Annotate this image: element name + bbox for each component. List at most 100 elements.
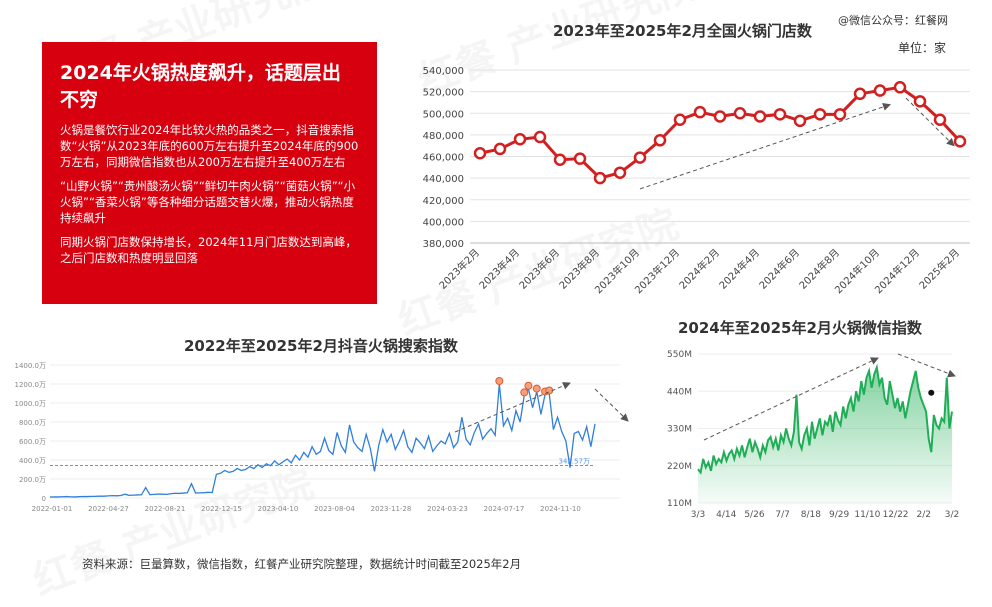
x-tick-label: 12/22 bbox=[883, 510, 909, 520]
wechat-chart: 110M 220M 330M 440M 550M 3/3 4/14 5/26 7/7 8/18 9/… bbox=[667, 350, 959, 520]
wechat-index-area bbox=[698, 367, 952, 503]
store-count-point bbox=[673, 113, 687, 126]
store-count-point bbox=[753, 110, 767, 123]
y-tick-label: 420,000 bbox=[423, 196, 464, 207]
y-tick-label: 380,000 bbox=[423, 239, 464, 250]
x-tick-label: 2023-04-10 bbox=[258, 505, 299, 513]
x-tick-label: 2023-08-04 bbox=[314, 505, 355, 513]
store-count-point bbox=[853, 87, 867, 101]
summary-paragraph-2: “山野火锅”“贵州酸汤火锅”“鲜切牛肉火锅”“菌菇火锅”“小火锅”“香菜火锅”等… bbox=[60, 179, 356, 225]
store-count-point bbox=[553, 153, 567, 166]
x-tick-label: 2022-08-21 bbox=[145, 505, 186, 513]
store-count-point bbox=[953, 135, 967, 148]
y-tick-label: 1200.0万 bbox=[15, 381, 47, 389]
store-count-point bbox=[913, 95, 927, 108]
x-tick-label: 3/2 bbox=[945, 510, 959, 520]
trend-arrow-down bbox=[897, 353, 956, 378]
x-tick-label: 2024年6月 bbox=[756, 246, 802, 292]
y-tick-label: 540,000 bbox=[423, 66, 464, 77]
y-tick-label: 220M bbox=[667, 462, 692, 472]
y-tick-label: 440M bbox=[667, 387, 692, 397]
summary-paragraph-3: 同期火锅门店数保持增长，2024年11月门店数达到高峰，之后门店数和热度明显回落 bbox=[60, 235, 357, 265]
x-tick-label: 2023年4月 bbox=[476, 246, 522, 292]
summary-panel: 2024年火锅热度飙升，话题层出不穷 火锅是餐饮行业2024年比较火热的品类之一… bbox=[42, 42, 377, 304]
wechat-chart-title: 2024年至2025年2月火锅微信指数 bbox=[678, 319, 922, 337]
x-tick-label: 2/2 bbox=[917, 510, 931, 520]
x-tick-label: 2023年8月 bbox=[556, 246, 602, 292]
store-count-point bbox=[713, 110, 727, 123]
stores-chart: 380,000 400,000 420,000 440,000 460,000 480,0… bbox=[423, 66, 970, 296]
x-tick-label: 2023年6月 bbox=[516, 246, 562, 292]
y-tick-label: 550M bbox=[667, 350, 692, 360]
y-tick-label: 480,000 bbox=[423, 131, 464, 142]
peak-marker bbox=[495, 377, 504, 385]
peak-marker bbox=[524, 381, 533, 390]
store-count-point bbox=[633, 151, 647, 164]
y-tick-label: 400,000 bbox=[423, 217, 464, 228]
y-tick-label: 600.0万 bbox=[19, 438, 46, 446]
y-tick-label: 500,000 bbox=[423, 109, 464, 120]
x-tick-label: 2024-03-23 bbox=[427, 505, 468, 513]
y-tick-label: 800.0万 bbox=[19, 419, 46, 427]
y-tick-label: 200.0万 bbox=[19, 476, 46, 484]
stores-unit-label: 单位：家 bbox=[898, 41, 947, 55]
x-tick-label: 8/18 bbox=[801, 510, 821, 520]
data-marker bbox=[928, 389, 935, 396]
y-tick-label: 520,000 bbox=[423, 88, 464, 99]
summary-title: 2024年火锅热度飙升，话题层出不穷 bbox=[60, 62, 341, 111]
store-count-point bbox=[613, 166, 627, 179]
store-count-point bbox=[513, 132, 527, 146]
store-count-point bbox=[473, 147, 487, 160]
store-count-line bbox=[479, 85, 962, 180]
x-tick-label: 7/7 bbox=[775, 510, 789, 520]
average-label: 342.57万 bbox=[559, 457, 591, 465]
y-tick-label: 0 bbox=[42, 495, 46, 503]
y-tick-label: 440,000 bbox=[423, 174, 464, 185]
store-count-point bbox=[893, 81, 907, 94]
x-tick-label: 4/14 bbox=[716, 510, 736, 520]
y-tick-label: 400.0万 bbox=[19, 457, 46, 465]
y-tick-label: 460,000 bbox=[423, 153, 464, 164]
store-count-point bbox=[693, 105, 707, 119]
x-tick-label: 2024-07-17 bbox=[484, 505, 525, 513]
y-tick-label: 1400.0万 bbox=[15, 362, 47, 370]
trend-arrow-down bbox=[905, 97, 955, 147]
x-tick-label: 2022-12-15 bbox=[201, 505, 242, 513]
x-tick-label: 9/29 bbox=[829, 510, 849, 520]
store-count-point bbox=[533, 130, 547, 144]
x-tick-label: 5/26 bbox=[744, 510, 764, 520]
x-tick-label: 2024年2月 bbox=[676, 246, 722, 292]
douyin-index-line bbox=[49, 383, 596, 498]
x-tick-label: 2025年2月 bbox=[916, 246, 962, 292]
store-count-point bbox=[733, 107, 747, 120]
wechat-index-line bbox=[697, 363, 953, 475]
summary-paragraph-1: 火锅是餐饮行业2024年比较火热的品类之一，抖音搜索指数“火锅”从2023年底的… bbox=[60, 123, 359, 169]
douyin-chart-title: 2022年至2025年2月抖音火锅搜索指数 bbox=[184, 337, 458, 355]
store-count-point bbox=[573, 152, 587, 165]
x-tick-label: 2024年4月 bbox=[716, 246, 762, 292]
x-tick-label: 2022-01-01 bbox=[32, 505, 73, 513]
x-tick-label: 2023-11-28 bbox=[371, 505, 412, 513]
store-count-point bbox=[933, 113, 947, 126]
y-tick-label: 330M bbox=[667, 425, 692, 435]
store-count-point bbox=[653, 134, 667, 147]
stores-chart-title: 2023年至2025年2月全国火锅门店数 bbox=[553, 22, 812, 40]
x-tick-label: 2023年2月 bbox=[436, 246, 482, 292]
x-tick-label: 2022-04-27 bbox=[88, 505, 129, 513]
store-count-point bbox=[793, 114, 807, 128]
x-tick-label: 11/10 bbox=[854, 510, 880, 520]
x-tick-label: 2024年8月 bbox=[796, 246, 842, 292]
douyin-chart: 0 200.0万 400.0万 600.0万 800.0万 1000.0万 1200.0万 1… bbox=[15, 362, 629, 513]
trend-arrow-up bbox=[639, 103, 891, 190]
x-tick-label: 3/3 bbox=[691, 510, 705, 520]
account-watermark: @微信公众号：红餐网 bbox=[838, 14, 948, 27]
store-count-point bbox=[493, 142, 507, 156]
store-count-point bbox=[593, 171, 607, 185]
trend-arrow-down bbox=[594, 388, 629, 422]
store-count-point bbox=[773, 108, 787, 121]
y-tick-label: 110M bbox=[667, 499, 692, 509]
peak-marker bbox=[532, 384, 541, 393]
peak-marker bbox=[520, 388, 529, 397]
x-tick-label: 2024-11-10 bbox=[540, 505, 581, 513]
store-count-point bbox=[873, 84, 887, 97]
